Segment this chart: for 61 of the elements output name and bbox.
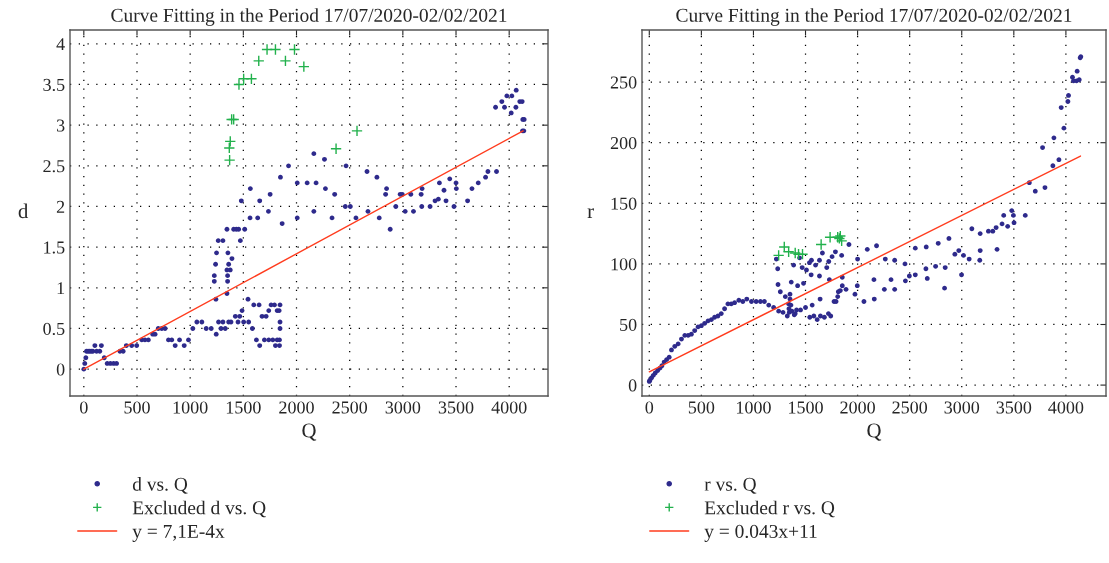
point xyxy=(815,238,827,251)
y-tick-label: 3 xyxy=(56,119,65,132)
x-tick-label: 1500 xyxy=(226,401,261,414)
y-tick-label: 50 xyxy=(620,318,637,331)
y-tick-label: 1 xyxy=(57,282,65,295)
x-tick-label: 2000 xyxy=(279,401,314,414)
y-tick-label: 0 xyxy=(56,363,65,376)
x-tick-label: 0 xyxy=(80,401,88,414)
point xyxy=(796,248,809,261)
x-tick-label: 3000 xyxy=(944,401,980,414)
legend-label: y = 7,1E-4x xyxy=(132,524,225,542)
x-tick-label: 2500 xyxy=(892,401,928,414)
point xyxy=(261,43,273,56)
legend-label: y = 0.043x+11 xyxy=(704,524,817,542)
y-tick-label: 2.5 xyxy=(43,160,65,173)
legend-label: d vs. Q xyxy=(132,477,188,494)
x-tick-label: 1000 xyxy=(736,401,771,414)
x-tick-label: 1500 xyxy=(789,401,823,414)
point xyxy=(223,142,236,154)
x-tick-label: 3000 xyxy=(385,401,421,414)
y-axis-title: r xyxy=(587,208,594,219)
y-tick-label: 200 xyxy=(610,136,637,150)
y-tick-label: 100 xyxy=(611,258,637,271)
point xyxy=(269,43,282,56)
legend-label: Excluded d vs. Q xyxy=(132,500,266,518)
point xyxy=(288,43,301,56)
y-tick-label: 250 xyxy=(610,76,637,89)
chart-title: Curve Fitting in the Period 17/07/2020-02/02/2021 xyxy=(676,8,1072,26)
x-axis-title: Q xyxy=(302,423,317,441)
point xyxy=(351,125,363,137)
point xyxy=(245,72,258,85)
x-tick-label: 1000 xyxy=(173,401,208,414)
y-tick-label: 3.5 xyxy=(43,78,65,92)
chart-title: Curve Fitting in the Period 17/07/2020-02/02/2021 xyxy=(111,8,507,26)
y-tick-label: 0.5 xyxy=(43,322,65,336)
x-tick-label: 4000 xyxy=(1048,401,1084,414)
point xyxy=(223,154,236,166)
x-tick-label: 0 xyxy=(645,401,654,414)
point xyxy=(330,142,342,155)
x-tick-label: 2000 xyxy=(840,401,875,414)
x-tick-label: 2500 xyxy=(332,401,368,414)
legend-label: Excluded r vs. Q xyxy=(704,500,835,518)
y-tick-label: 1.5 xyxy=(44,241,65,254)
x-axis-title: Q xyxy=(867,423,882,441)
point xyxy=(297,60,310,73)
y-axis-title: d xyxy=(18,203,29,219)
x-tick-label: 3500 xyxy=(438,401,474,414)
point xyxy=(252,55,265,67)
y-tick-label: 0 xyxy=(628,379,637,392)
x-tick-label: 500 xyxy=(124,401,150,414)
point xyxy=(782,245,795,258)
y-tick-label: 150 xyxy=(611,197,637,210)
point xyxy=(279,55,292,67)
x-tick-label: 4000 xyxy=(491,401,527,414)
y-tick-label: 2 xyxy=(56,200,65,213)
legend-label: r vs. Q xyxy=(704,477,757,494)
x-tick-label: 3500 xyxy=(996,401,1032,414)
point xyxy=(224,135,237,148)
y-tick-label: 4 xyxy=(56,38,65,51)
point xyxy=(824,231,836,244)
x-tick-label: 500 xyxy=(688,401,715,414)
